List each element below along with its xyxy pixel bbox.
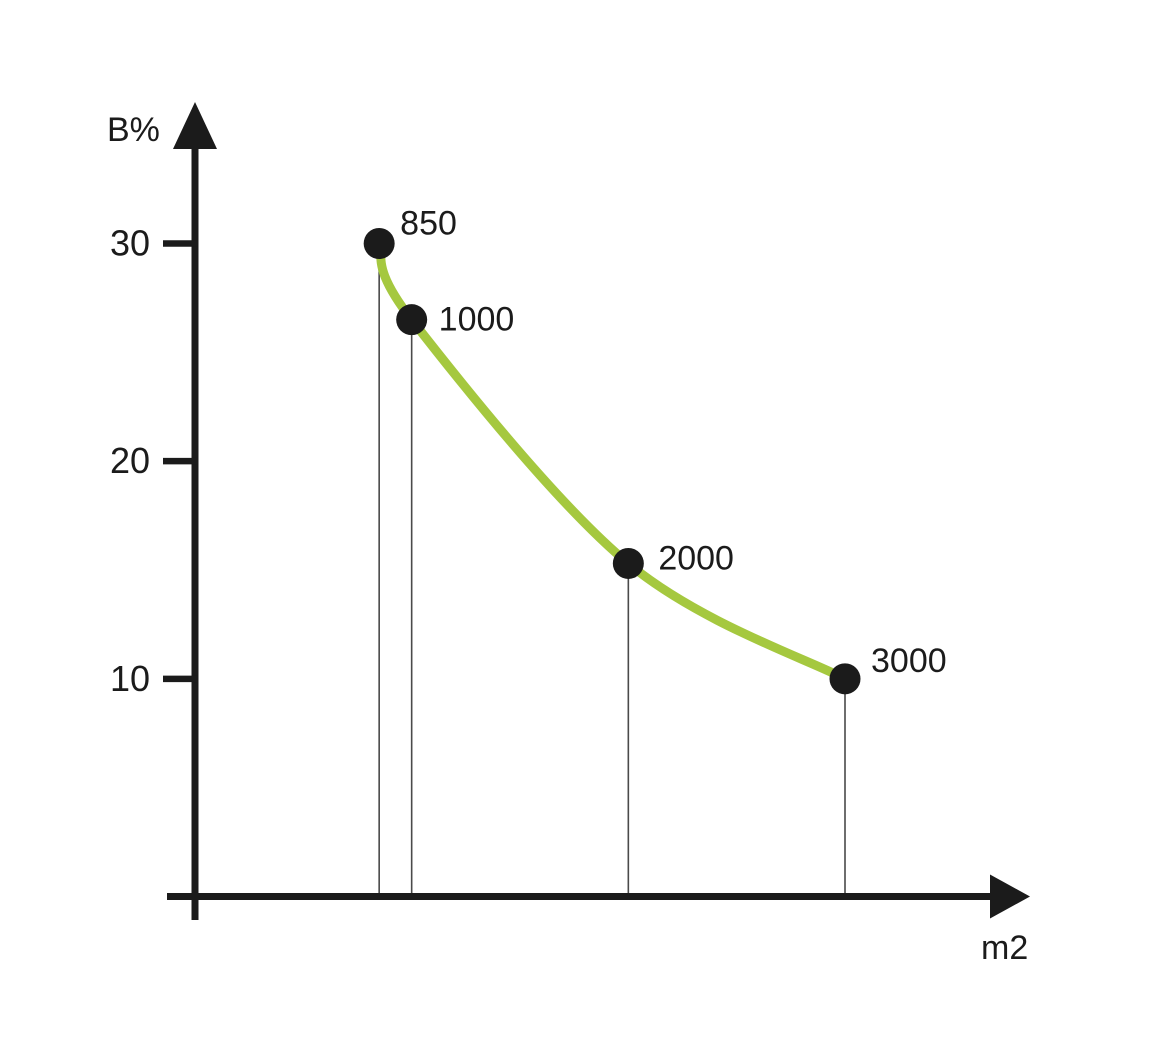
x-axis-title: m2 — [981, 929, 1028, 967]
data-point — [396, 304, 428, 336]
x-axis-arrowhead — [990, 874, 1030, 919]
y-axis-ticks — [163, 240, 197, 683]
curve-line — [374, 239, 850, 684]
data-point-label: 1000 — [439, 301, 515, 339]
y-tick-label: 10 — [110, 658, 150, 699]
curve-series — [374, 239, 850, 684]
y-tick-label: 30 — [110, 223, 150, 264]
axes — [167, 102, 1030, 920]
data-points — [363, 228, 861, 695]
data-point-label: 3000 — [871, 642, 947, 680]
y-tick-label: 20 — [110, 440, 150, 481]
data-point-labels: 850 1000 2000 3000 — [400, 205, 946, 680]
drop-lines — [378, 243, 846, 894]
y-axis-tick-labels: 10 20 30 — [110, 223, 150, 699]
y-axis-title: B% — [107, 111, 160, 149]
y-axis-arrowhead — [173, 102, 217, 149]
data-point — [612, 547, 644, 579]
data-point-label: 850 — [400, 205, 457, 243]
data-point-label: 2000 — [658, 539, 734, 577]
data-point — [363, 228, 395, 259]
data-point — [829, 663, 861, 695]
